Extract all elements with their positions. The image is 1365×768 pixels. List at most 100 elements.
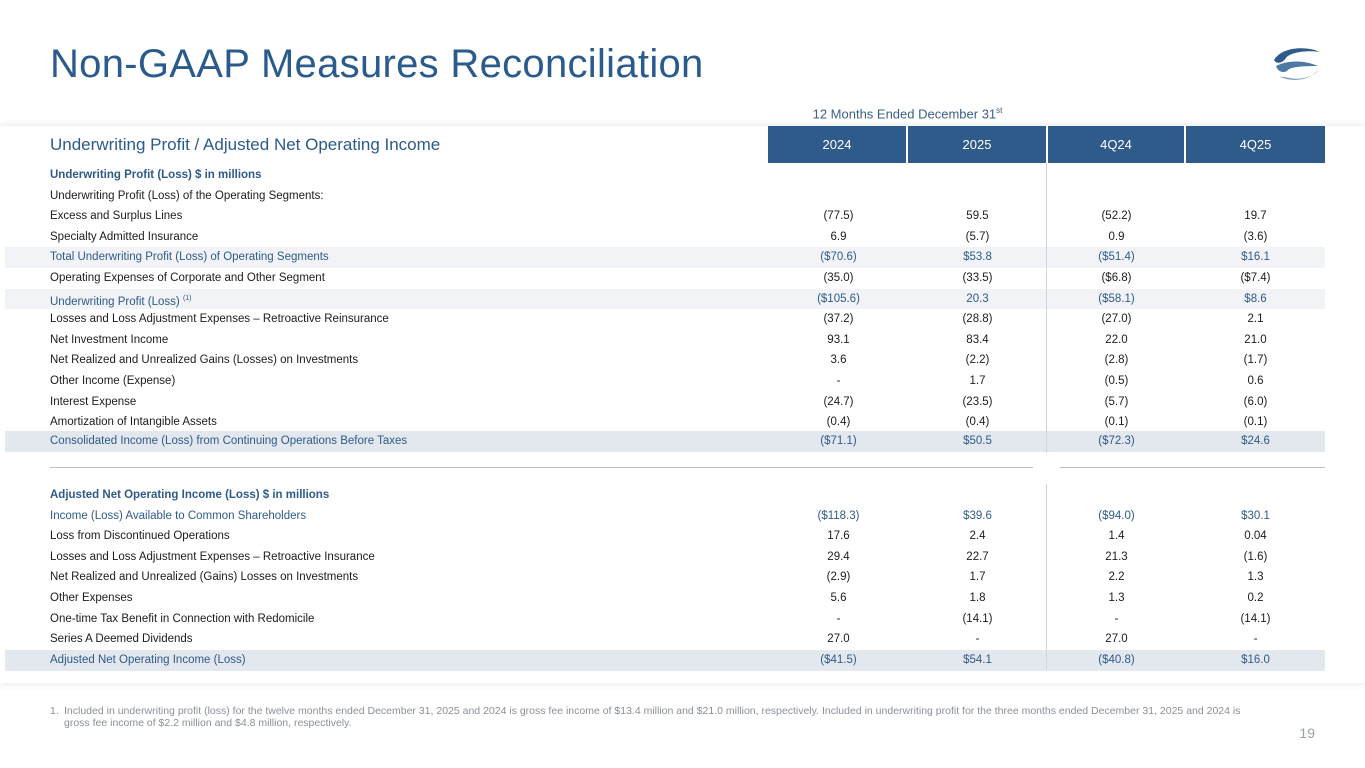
cell-4q24: (5.7) <box>1104 395 1129 408</box>
cell-4q24: (27.0) <box>1101 313 1132 326</box>
row-label-text: Losses and Loss Adjustment Expenses – Re… <box>50 550 375 563</box>
row-label: Operating Expenses of Corporate and Othe… <box>50 268 325 289</box>
cell-2025: 20.3 <box>966 292 989 305</box>
row-label: Adjusted Net Operating Income (Loss) <box>50 650 246 671</box>
table-row: Total Underwriting Profit (Loss) of Oper… <box>5 247 1325 268</box>
row-label: Net Realized and Unrealized (Gains) Loss… <box>50 567 358 588</box>
cell-2024: - <box>836 375 841 387</box>
cell-2024: (2.9) <box>826 571 851 584</box>
row-label-text: One-time Tax Benefit in Connection with … <box>50 612 315 625</box>
column-header-2024: 2024 <box>768 126 906 163</box>
row-label-text: Excess and Surplus Lines <box>50 210 183 223</box>
section-heading: Underwriting Profit (Loss) of the Operat… <box>5 186 1325 207</box>
table-row: Net Realized and Unrealized (Gains) Loss… <box>5 567 1325 588</box>
row-label: Income (Loss) Available to Common Shareh… <box>50 506 306 527</box>
row-label-text: Losses and Loss Adjustment Expenses – Re… <box>50 313 389 326</box>
cell-2024: ($71.1) <box>820 435 857 447</box>
row-label-text: Income (Loss) Available to Common Shareh… <box>50 509 307 522</box>
cell-2024: (77.5) <box>823 210 854 223</box>
row-label: Net Realized and Unrealized Gains (Losse… <box>50 350 358 371</box>
cell-4q25: (1.7) <box>1243 354 1268 367</box>
row-label: Underwriting Profit (Loss) (1) <box>50 289 192 312</box>
footnote: 1. Included in underwriting profit (loss… <box>50 705 1250 729</box>
row-label: Net Investment Income <box>50 330 168 351</box>
table-row: Loss from Discontinued Operations 17.6 2.4… <box>5 526 1325 547</box>
row-label-text: Operating Expenses of Corporate and Othe… <box>50 272 325 284</box>
cell-4q25: 0.6 <box>1247 375 1264 387</box>
cell-2025: 2.4 <box>969 530 986 543</box>
row-label-text: Loss from Discontinued Operations <box>50 530 230 543</box>
row-label-text: Other Expenses <box>50 592 133 604</box>
row-label-text: Net Realized and Unrealized (Gains) Loss… <box>50 571 359 584</box>
footnote-ref: (1) <box>182 294 192 302</box>
cell-2025: (0.4) <box>965 416 990 429</box>
table-row: Specialty Admitted Insurance 6.9 (5.7) 0.9 (… <box>5 227 1325 248</box>
cell-2025: 22.7 <box>966 550 989 563</box>
table-row: Amortization of Intangible Assets (0.4) (0… <box>5 412 1325 433</box>
section-separator-left <box>50 467 1033 468</box>
row-label: Excess and Surplus Lines <box>50 206 182 227</box>
row-label: Losses and Loss Adjustment Expenses – Re… <box>50 309 389 330</box>
cell-2024: 29.4 <box>827 550 850 563</box>
cell-4q24: 1.3 <box>1108 592 1125 604</box>
row-label: Amortization of Intangible Assets <box>50 412 217 433</box>
cell-2025: (33.5) <box>962 272 993 284</box>
cell-2024: 17.6 <box>827 530 850 543</box>
cell-2024: (24.7) <box>823 395 854 408</box>
cell-4q25: (3.6) <box>1243 230 1268 243</box>
cell-4q25: (1.6) <box>1243 550 1268 563</box>
cell-4q25: $16.1 <box>1241 251 1270 264</box>
table-row: One-time Tax Benefit in Connection with … <box>5 609 1325 630</box>
cell-4q25: $16.0 <box>1241 654 1270 666</box>
page-title: Non-GAAP Measures Reconciliation <box>50 42 704 86</box>
cell-2024: 6.9 <box>830 230 847 243</box>
cell-2024: ($105.6) <box>817 292 860 305</box>
table-row: Adjusted Net Operating Income (Loss) ($41… <box>5 650 1325 671</box>
cell-4q25: 21.0 <box>1244 333 1267 346</box>
section-heading: Underwriting Profit (Loss) $ in millions <box>5 165 1325 186</box>
cell-2024: ($41.5) <box>820 654 857 666</box>
footnote-text: Included in underwriting profit (loss) f… <box>64 705 1241 729</box>
row-label: Other Income (Expense) <box>50 371 175 392</box>
column-header-2025: 2025 <box>908 126 1046 163</box>
cell-2025: $54.1 <box>963 654 992 666</box>
row-label-text: Consolidated Income (Loss) from Continui… <box>50 435 408 447</box>
row-label: Series A Deemed Dividends <box>50 629 193 650</box>
cell-4q24: (52.2) <box>1101 210 1132 223</box>
table-section-title: Underwriting Profit / Adjusted Net Opera… <box>50 135 441 154</box>
cell-4q24: (0.5) <box>1104 375 1129 387</box>
page-number: 19 <box>1299 725 1315 741</box>
cell-2024: (37.2) <box>823 313 854 326</box>
cell-4q24: ($6.8) <box>1101 272 1132 284</box>
row-label-text: Series A Deemed Dividends <box>50 633 193 646</box>
cell-4q24: ($94.0) <box>1098 509 1135 522</box>
table-row: Losses and Loss Adjustment Expenses – Re… <box>5 547 1325 568</box>
row-label: Losses and Loss Adjustment Expenses – Re… <box>50 547 375 568</box>
row-label: Interest Expense <box>50 392 136 413</box>
cell-4q24: 22.0 <box>1105 333 1128 346</box>
cell-2025: 1.7 <box>969 375 986 387</box>
cell-4q24: - <box>1114 612 1119 625</box>
table-row: Losses and Loss Adjustment Expenses – Re… <box>5 309 1325 330</box>
column-header-4q24: 4Q24 <box>1048 126 1184 163</box>
row-label-text: Net Realized and Unrealized Gains (Losse… <box>50 354 359 367</box>
cell-4q24: 2.2 <box>1108 571 1125 584</box>
table-row: Interest Expense (24.7) (23.5) (5.7) (6.0) <box>5 392 1325 413</box>
cell-2025: (5.7) <box>965 230 990 243</box>
section-separator-right <box>1060 467 1325 468</box>
cell-4q24: ($58.1) <box>1098 292 1135 305</box>
table-row: Other Expenses 5.6 1.8 1.3 0.2 <box>5 588 1325 609</box>
company-logo-icon <box>1274 48 1320 80</box>
cell-4q24: ($51.4) <box>1098 251 1135 264</box>
cell-2025: (2.2) <box>965 354 990 367</box>
row-label-text: Specialty Admitted Insurance <box>50 230 199 243</box>
cell-2025: (28.8) <box>962 313 993 326</box>
period-header-text: 12 Months Ended December 31 <box>812 106 997 122</box>
row-label: Specialty Admitted Insurance <box>50 227 198 248</box>
table-row: Net Realized and Unrealized Gains (Losse… <box>5 350 1325 371</box>
table-row: Consolidated Income (Loss) from Continui… <box>5 431 1325 452</box>
cell-2024: ($118.3) <box>817 509 860 522</box>
table-panel <box>0 126 1365 683</box>
row-label-text: Net Investment Income <box>50 333 169 346</box>
cell-2024: 5.6 <box>830 592 847 604</box>
